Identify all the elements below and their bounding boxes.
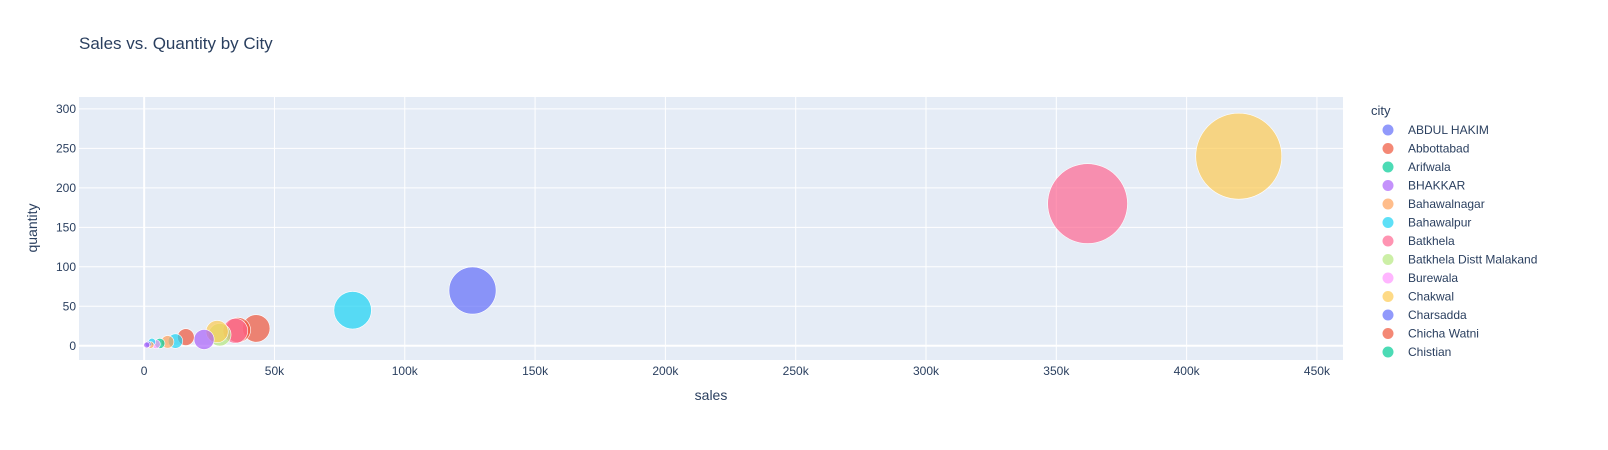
y-tick-label: 200 (56, 181, 76, 195)
legend-marker (1382, 180, 1394, 191)
y-axis-title: quantity (24, 203, 40, 252)
x-tick-label: 100k (392, 364, 419, 378)
data-point (448, 266, 497, 315)
data-point (1047, 163, 1128, 244)
y-axis-ticks: 0 50 100 150 200 250 300 (56, 102, 76, 353)
x-axis-title: sales (695, 387, 728, 403)
legend-marker (1382, 235, 1394, 247)
x-tick-label: 450k (1304, 364, 1331, 378)
legend-marker (1382, 143, 1394, 154)
legend-marker (1382, 328, 1394, 339)
legend-marker (1382, 309, 1394, 321)
x-axis-ticks: 0 50k 100k 150k 200k 250k 300k 350k 400k 450k (141, 364, 1331, 378)
legend-label: Batkhela (1408, 234, 1455, 248)
legend-marker (1382, 124, 1394, 136)
legend-label: Abbottabad (1408, 142, 1469, 156)
legend-marker (1382, 254, 1394, 265)
plot-area (79, 97, 1343, 360)
data-point (193, 329, 215, 350)
y-tick-label: 0 (69, 339, 76, 353)
legend-label: Chicha Watni (1408, 327, 1479, 341)
legend-title: city (1371, 103, 1391, 118)
x-tick-label: 400k (1174, 364, 1201, 378)
legend-marker (1382, 291, 1394, 302)
y-tick-label: 100 (56, 260, 76, 274)
legend-label: Chistian (1408, 345, 1451, 359)
legend-label: BHAKKAR (1408, 179, 1466, 193)
legend-label: Batkhela Distt Malakand (1408, 253, 1537, 267)
x-tick-label: 300k (913, 364, 940, 378)
x-tick-label: 0 (141, 364, 148, 378)
x-tick-label: 350k (1043, 364, 1070, 378)
y-tick-label: 50 (63, 299, 77, 313)
data-point (1195, 112, 1283, 200)
legend-marker (1382, 217, 1394, 228)
legend-label: Arifwala (1408, 160, 1451, 174)
x-tick-label: 250k (783, 364, 810, 378)
legend: city ABDUL HAKIM Abbottabad Arifwala BHAKKA… (1371, 103, 1537, 359)
legend-label: ABDUL HAKIM (1408, 123, 1489, 137)
y-tick-label: 150 (56, 220, 76, 234)
legend-marker (1382, 161, 1394, 173)
data-point (333, 291, 372, 330)
legend-marker (1382, 346, 1394, 358)
data-points (143, 112, 1283, 350)
legend-label: Chakwal (1408, 290, 1454, 304)
legend-marker (1382, 198, 1394, 210)
y-tick-label: 300 (56, 102, 76, 116)
legend-label: Burewala (1408, 271, 1458, 285)
legend-marker (1382, 272, 1394, 284)
x-tick-label: 150k (522, 364, 549, 378)
grid-lines (79, 97, 1343, 360)
chart-title: Sales vs. Quantity by City (79, 34, 273, 53)
y-tick-label: 250 (56, 141, 76, 155)
legend-label: Bahawalnagar (1408, 197, 1485, 211)
legend-label: Bahawalpur (1408, 216, 1471, 230)
data-point (143, 341, 151, 349)
x-tick-label: 200k (652, 364, 679, 378)
legend-label: Charsadda (1408, 308, 1467, 322)
x-tick-label: 50k (265, 364, 285, 378)
